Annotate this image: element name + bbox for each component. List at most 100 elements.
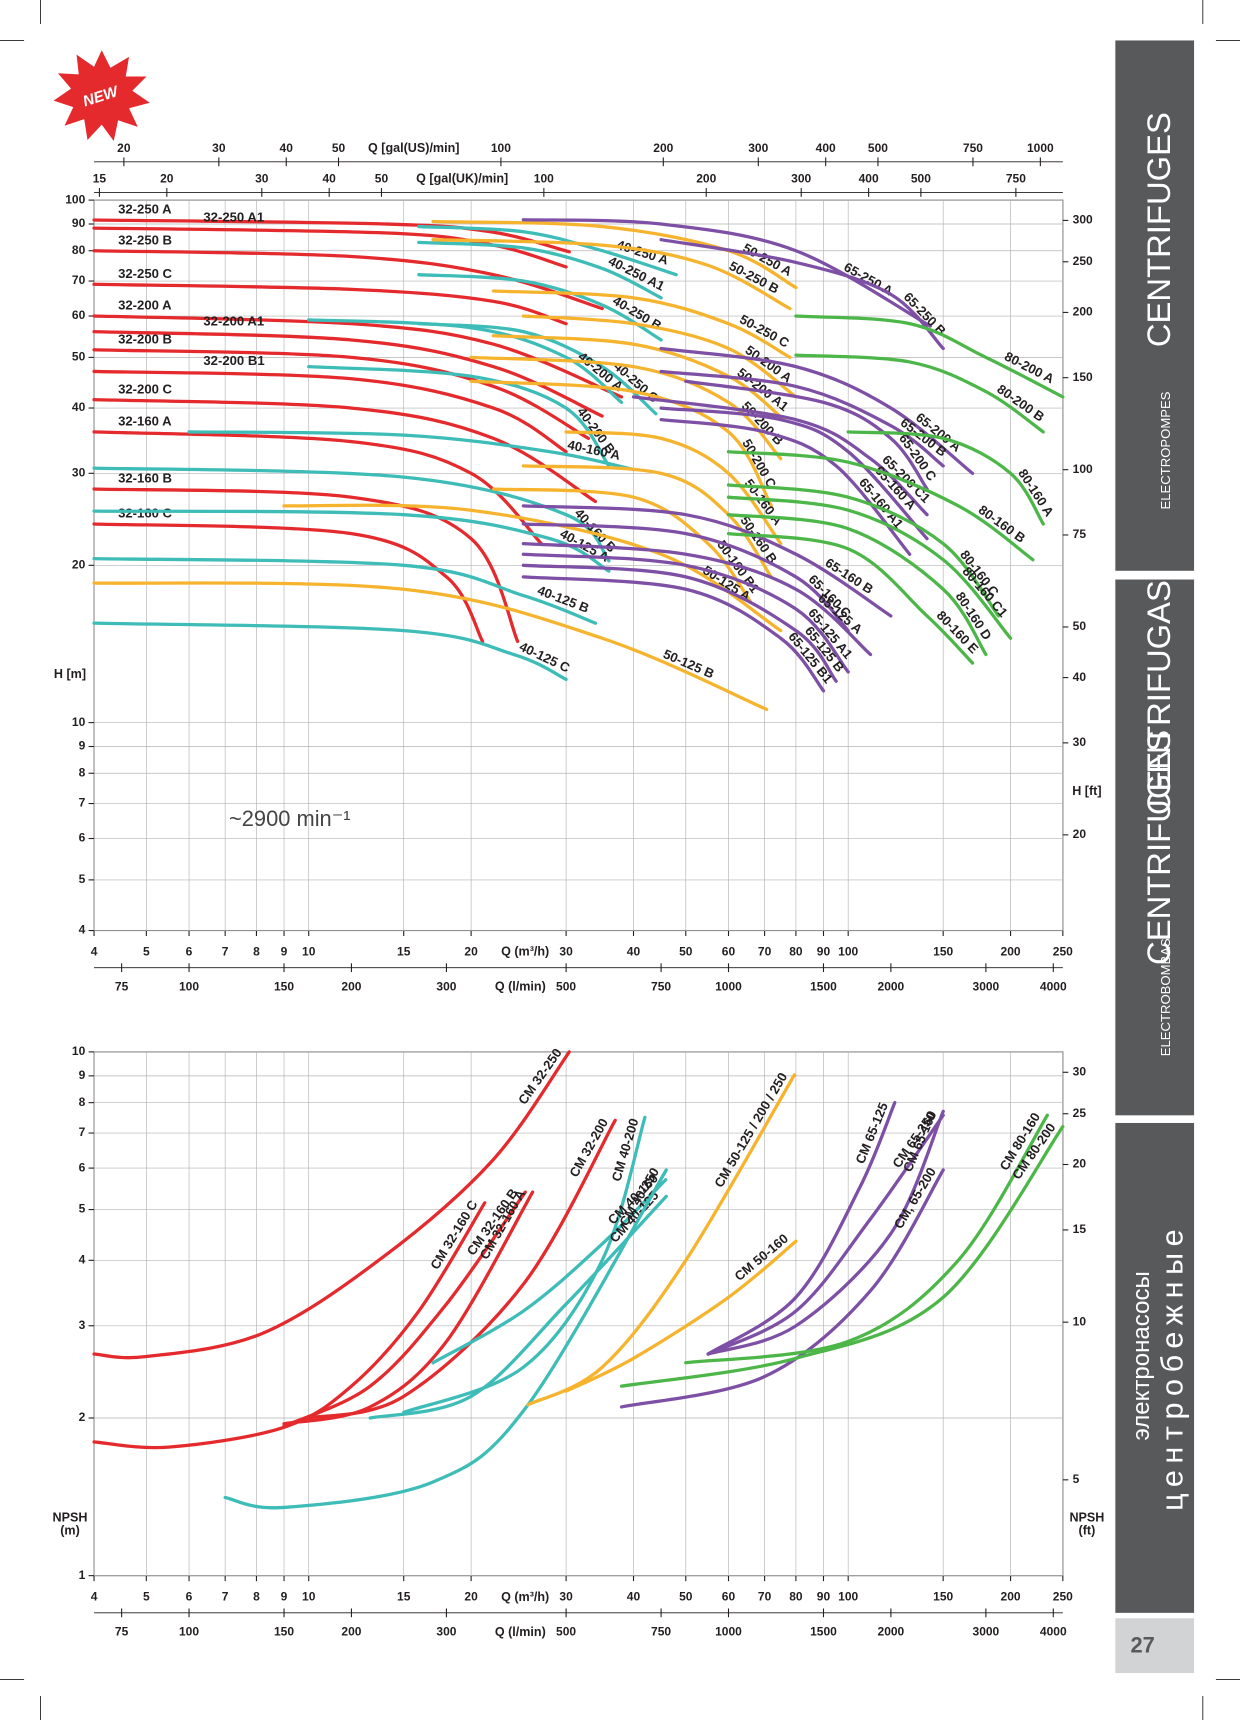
curve-label: 32-160 A [118,414,172,429]
x-tick-label: 75 [115,1625,129,1639]
curve-label: 32-250 A1 [203,210,264,225]
x-tick-label: 200 [1001,1590,1021,1604]
curve [521,542,873,657]
x-tick-label: 8 [253,1590,260,1604]
y-tick-label: 9 [79,1068,86,1082]
x-tick-label: 30 [559,1590,573,1604]
sidebar-large: CENTRIFUGES [1140,730,1177,965]
curve [521,552,850,674]
curve-label: 32-250 B [118,232,172,247]
curve [659,346,975,475]
sidebar-small: ELECTROBOMBAS [1158,938,1173,1056]
x-tick-label: 60 [722,945,736,959]
y-tick-label: 100 [65,192,85,206]
y-tick-label: 60 [72,308,86,322]
curve [307,1118,617,1420]
x-tick-label: 40 [627,1590,641,1604]
curve [92,348,591,441]
x-tick-label: 100 [838,1590,858,1604]
curve [92,218,571,254]
x-tick-label: 20 [117,141,131,155]
x-tick-label: 6 [186,945,193,959]
curve [659,418,912,556]
x-tick-label: 300 [436,1625,456,1639]
x-tick-label: 200 [653,141,673,155]
curve [187,430,636,472]
curve [92,226,568,269]
x-tick-label: 250 [1053,1590,1073,1604]
x-tick-label: 7 [222,945,229,959]
curve [684,1113,1049,1365]
x-tick-label: 9 [281,945,288,959]
curve [92,581,769,712]
axis-title: H [m] [54,667,86,681]
y-tick-label: 7 [79,796,86,810]
x-tick-label: 90 [817,945,831,959]
x-tick-label: 20 [464,945,478,959]
x-tick-label: 200 [1001,945,1021,959]
curve [491,487,753,604]
x-tick-label: 1000 [715,1625,742,1639]
curve [92,249,604,311]
axis-title: (ft) [1079,1523,1096,1537]
curve [92,314,624,399]
curve [726,450,1035,562]
x-tick-label: 750 [963,141,983,155]
curve [631,395,929,517]
curve-label: 32-250 C [118,266,172,281]
x-tick-label: 7 [222,1590,229,1604]
x-tick-label: 90 [817,1590,831,1604]
curve [794,353,1045,434]
page-number: 27 [1131,1633,1155,1658]
x-tick-label: 9 [281,1590,288,1604]
y2-tick-label: 30 [1073,1064,1087,1078]
x-tick-label: 500 [868,141,888,155]
x-tick-label: 400 [859,171,879,185]
x-tick-label: 2000 [878,1625,905,1639]
y-tick-label: 4 [79,923,86,937]
x-tick-label: 40 [280,141,294,155]
curve [521,464,773,579]
curve [92,1201,487,1450]
sidebar: CENTRIFUGES ELECTROPOMPES CENTRIFUGAS CE… [1115,40,1195,1673]
x-tick-label: 100 [534,171,554,185]
x-tick-label: 3000 [973,1625,1000,1639]
y2-tick-label: 150 [1073,370,1093,384]
new-badge: NEW [53,50,150,142]
x-tick-label: 20 [160,171,174,185]
x-tick-label: 500 [556,1625,576,1639]
y-tick-label: 3 [79,1318,86,1332]
y-tick-label: 10 [72,715,86,729]
curve [521,218,932,328]
x-tick-label: 30 [255,171,269,185]
y2-tick-label: 40 [1073,670,1087,684]
x-tick-label: 100 [179,1625,199,1639]
x-tick-label: 100 [179,980,199,994]
y-tick-label: 70 [72,273,86,287]
sidebar-small: ELECTROPOMPES [1158,391,1173,509]
curve [92,557,598,625]
x-tick-label: 1000 [715,980,742,994]
sidebar-large: центробежные [1155,1223,1189,1511]
x-tick-label: 200 [341,980,361,994]
y2-tick-label: 300 [1073,213,1093,227]
sidebar-large: CENTRIFUGAS [1140,580,1177,815]
x-tick-label: 4000 [1040,980,1067,994]
y-tick-label: 1 [79,1568,86,1582]
curve [92,330,604,418]
curve [491,289,792,359]
curve [282,1190,535,1426]
x-tick-label: 3000 [973,980,1000,994]
curve [726,483,1001,618]
curve [92,487,520,644]
curve [846,430,1045,526]
x-tick-label: 70 [758,945,772,959]
x-tick-label: 300 [436,980,456,994]
y2-tick-label: 100 [1073,462,1093,476]
curve [417,273,663,342]
x-tick-label: 1500 [810,1625,837,1639]
curve [619,1168,945,1409]
curve-label: 32-200 A1 [203,313,264,328]
x-tick-label: 1000 [1027,141,1054,155]
